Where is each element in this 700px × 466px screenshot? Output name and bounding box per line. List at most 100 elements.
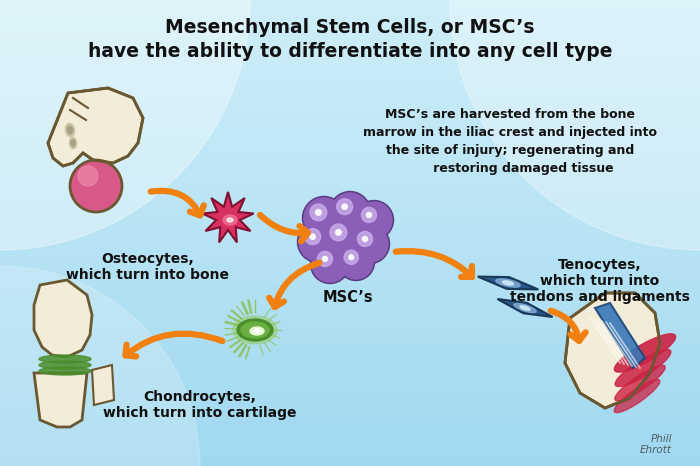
Bar (0, 345, 700, 346)
Bar (0, 222, 700, 223)
Bar (0, 346, 700, 347)
Bar (0, 348, 700, 349)
Bar (0, 5, 700, 6)
Bar (0, 106, 700, 107)
Bar (0, 2, 700, 3)
Bar (0, 56, 700, 57)
Bar (0, 45, 700, 46)
Bar (0, 293, 700, 294)
Bar (0, 243, 700, 244)
Ellipse shape (233, 316, 277, 344)
Bar (0, 55, 700, 56)
Bar (0, 205, 700, 206)
Bar (0, 441, 700, 442)
Bar (0, 357, 700, 358)
Bar (0, 304, 700, 305)
Bar (0, 116, 700, 117)
Bar (0, 434, 700, 435)
Bar (0, 174, 700, 175)
Bar (0, 19, 700, 20)
Circle shape (316, 210, 321, 215)
Bar (0, 139, 700, 140)
Bar (0, 339, 700, 340)
Bar (0, 363, 700, 364)
Bar (0, 235, 700, 236)
Bar (0, 208, 700, 209)
Bar (0, 303, 700, 304)
Bar (0, 99, 700, 100)
Polygon shape (565, 293, 660, 408)
Bar (0, 459, 700, 460)
Bar (0, 445, 700, 446)
Bar (0, 326, 700, 327)
Bar (0, 274, 700, 275)
Bar (0, 457, 700, 458)
Bar (0, 307, 700, 308)
Text: Osteocytes,
which turn into bone: Osteocytes, which turn into bone (66, 252, 230, 282)
Bar (0, 423, 700, 424)
Bar (0, 263, 700, 264)
Circle shape (349, 255, 354, 260)
Bar (0, 31, 700, 32)
Bar (0, 92, 700, 93)
Bar (0, 376, 700, 377)
Circle shape (302, 197, 346, 240)
Bar (0, 408, 700, 409)
Ellipse shape (615, 365, 665, 401)
Bar (0, 328, 700, 329)
Bar (0, 148, 700, 149)
Bar (0, 78, 700, 79)
Bar (0, 258, 700, 259)
Circle shape (342, 204, 347, 209)
Bar (0, 242, 700, 243)
Bar (0, 405, 700, 406)
Bar (0, 380, 700, 381)
Circle shape (312, 246, 348, 282)
Circle shape (358, 232, 372, 247)
Bar (0, 66, 700, 67)
Bar (0, 83, 700, 84)
Bar (0, 247, 700, 248)
Bar (0, 187, 700, 188)
Ellipse shape (39, 361, 91, 369)
Bar (0, 136, 700, 137)
Bar (0, 442, 700, 443)
Polygon shape (34, 373, 87, 427)
Bar (0, 181, 700, 182)
Bar (0, 154, 700, 155)
Bar (0, 337, 700, 338)
Bar (0, 113, 700, 114)
Bar (0, 151, 700, 152)
Bar (0, 270, 700, 271)
Bar (0, 389, 700, 390)
Ellipse shape (503, 281, 514, 285)
Bar (0, 57, 700, 58)
Bar (0, 356, 700, 357)
Bar (0, 166, 700, 167)
Bar (0, 377, 700, 378)
Bar (0, 246, 700, 247)
Circle shape (0, 0, 250, 250)
Circle shape (304, 198, 344, 238)
Bar (0, 306, 700, 307)
Bar (0, 449, 700, 450)
Ellipse shape (614, 379, 660, 413)
Bar (0, 70, 700, 71)
Bar (0, 394, 700, 395)
Bar (0, 53, 700, 54)
Bar (0, 72, 700, 73)
Bar (0, 186, 700, 187)
Bar (0, 203, 700, 204)
Bar (0, 48, 700, 49)
Bar (0, 245, 700, 246)
Bar (0, 133, 700, 134)
Bar (0, 82, 700, 83)
Bar (0, 297, 700, 298)
Bar (0, 157, 700, 158)
Bar (0, 223, 700, 224)
Bar (0, 261, 700, 262)
Ellipse shape (254, 329, 260, 333)
Bar (0, 253, 700, 254)
Bar (0, 134, 700, 135)
Bar (0, 366, 700, 367)
